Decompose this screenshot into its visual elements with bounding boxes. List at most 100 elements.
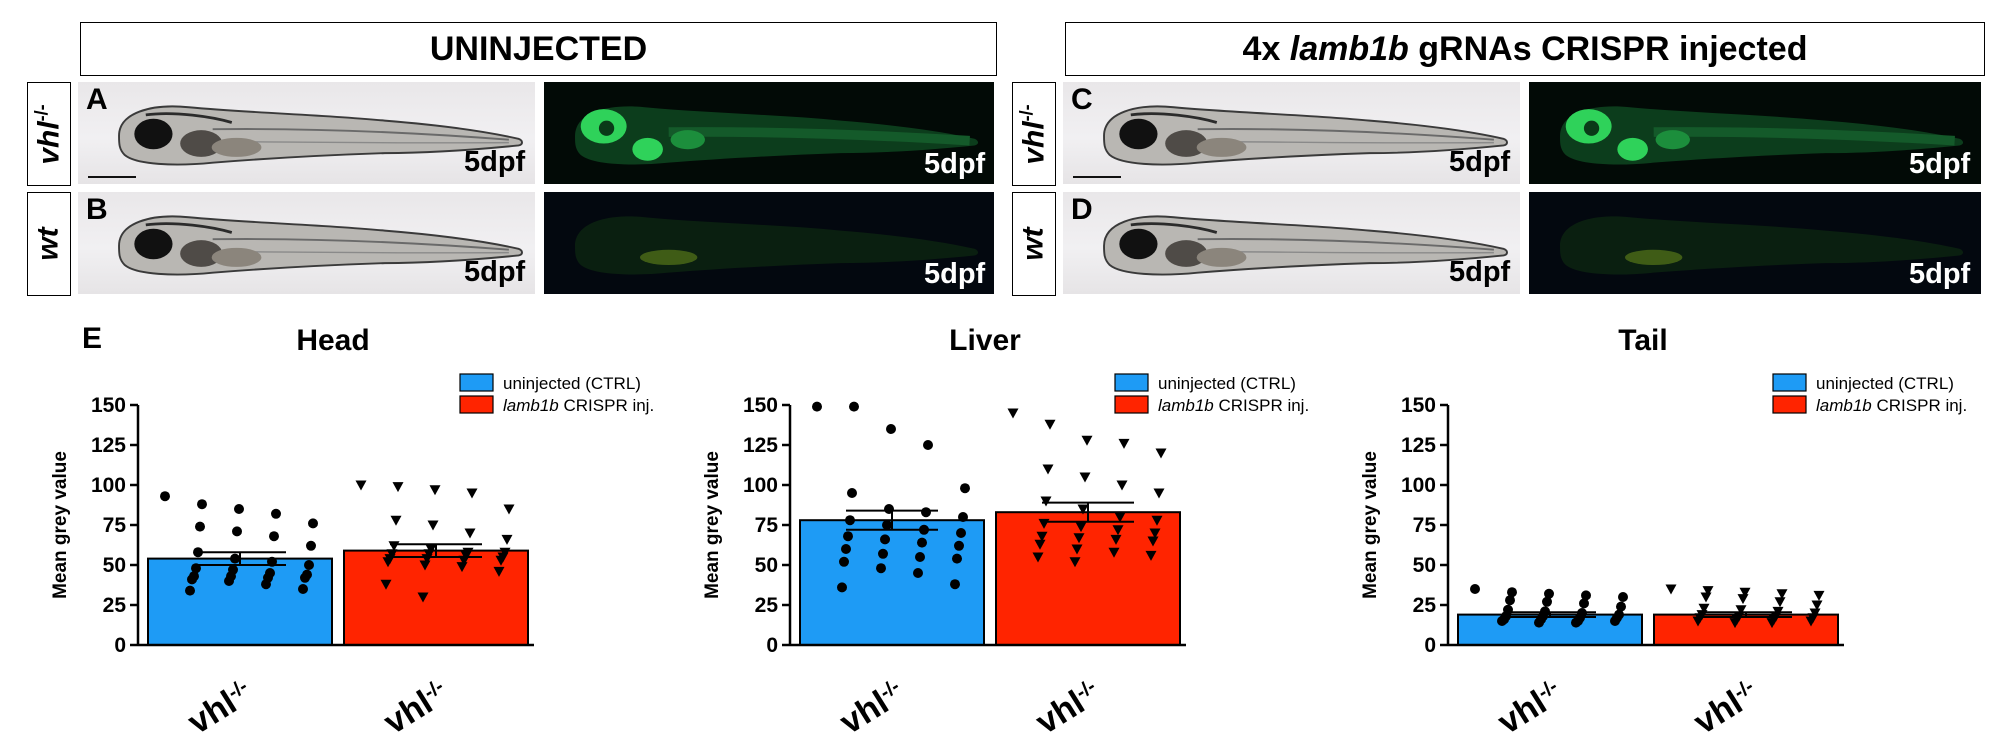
data-point	[1118, 438, 1130, 449]
data-point	[1110, 534, 1122, 545]
panel-a-fluorescence-image	[544, 82, 994, 184]
data-point	[234, 504, 244, 514]
x-category-label: vhl-/-	[833, 674, 911, 742]
data-point	[841, 544, 851, 554]
data-point	[1698, 603, 1710, 614]
stage-label: 5dpf	[1449, 146, 1511, 178]
data-point	[1075, 522, 1087, 533]
data-point	[191, 563, 201, 574]
data-point	[427, 520, 439, 531]
panel-d-fluorescence-image	[1529, 192, 1981, 294]
y-tick-label: 75	[103, 514, 127, 537]
data-point	[1042, 464, 1054, 475]
y-tick-label: 25	[755, 594, 779, 617]
data-point	[915, 552, 925, 562]
data-point	[884, 504, 894, 514]
data-point	[1618, 592, 1628, 602]
header-crispr-gene: lamb1b	[1289, 29, 1409, 68]
y-tick-label: 75	[755, 514, 779, 537]
x-category-label: vhl-/-	[181, 674, 259, 742]
charts-panel-e: Head 0 25 50 75 100 125 150 Mean grey value vhl-/…	[50, 325, 1967, 742]
data-point	[878, 548, 888, 559]
y-tick-label: 100	[1401, 474, 1436, 497]
row-label-vhl-left: vhl-/-	[27, 82, 71, 186]
data-point	[1544, 588, 1554, 599]
bar	[995, 511, 1181, 646]
data-point	[1155, 448, 1167, 459]
data-point	[390, 515, 402, 526]
y-tick-label: 25	[1413, 594, 1437, 617]
panel-c-fluorescence-image	[1529, 82, 1981, 184]
panel-letter-b: B	[86, 193, 108, 226]
data-point	[160, 491, 170, 502]
data-point	[1153, 488, 1165, 499]
data-point	[185, 585, 195, 596]
data-point	[839, 556, 849, 567]
data-point	[843, 531, 853, 542]
data-point	[1081, 435, 1093, 446]
row-superscript: -/-	[31, 103, 52, 121]
row-label-wt-right: wt	[1012, 192, 1056, 296]
data-point	[382, 557, 394, 568]
data-point	[267, 556, 277, 567]
data-point	[419, 560, 431, 571]
data-point	[308, 518, 318, 529]
data-point	[1610, 616, 1620, 626]
scale-bar	[1073, 176, 1121, 178]
y-tick-label: 150	[91, 394, 126, 417]
row-label-vhl-right: vhl-/-	[1012, 82, 1056, 186]
y-tick-label: 0	[114, 634, 126, 657]
data-point	[421, 554, 433, 565]
data-point	[882, 520, 892, 530]
legend-label: uninjected (CTRL)	[1158, 374, 1296, 393]
y-axis-label: Mean grey value	[1360, 451, 1381, 599]
data-point	[1149, 528, 1161, 539]
data-point	[1007, 408, 1019, 419]
data-point	[923, 440, 933, 450]
x-category-label: vhl-/-	[1687, 674, 1765, 742]
y-tick-label: 50	[1413, 554, 1436, 577]
data-point	[919, 524, 929, 535]
data-point	[1034, 539, 1046, 550]
data-point	[380, 579, 392, 590]
data-point	[429, 485, 441, 496]
y-tick-label: 125	[91, 434, 126, 457]
data-point	[1700, 592, 1712, 603]
data-point	[1032, 552, 1044, 563]
panel-letter-c: C	[1071, 83, 1093, 116]
stage-label: 5dpf	[1909, 258, 1971, 290]
data-point	[1766, 618, 1778, 629]
header-crispr-prefix: 4x	[1242, 29, 1290, 68]
y-tick-label: 150	[1401, 394, 1436, 417]
data-point	[271, 508, 281, 519]
row-superscript: -/-	[1016, 103, 1037, 121]
panel-d-brightfield-image	[1063, 192, 1520, 294]
panel-letter-d: D	[1071, 193, 1093, 226]
data-point	[1071, 544, 1083, 555]
data-point	[187, 574, 197, 585]
y-axis-label: Mean grey value	[50, 451, 71, 599]
data-point	[306, 540, 316, 551]
data-point	[1077, 504, 1089, 515]
stage-label: 5dpf	[924, 148, 986, 180]
y-tick-label: 50	[103, 554, 126, 577]
row-genotype: vhl	[1017, 120, 1051, 165]
data-point	[503, 504, 515, 515]
data-point	[495, 555, 507, 566]
data-point	[1739, 587, 1751, 598]
legend-swatch	[1772, 395, 1807, 414]
y-tick-label: 100	[91, 474, 126, 497]
panel-a-brightfield-image	[78, 82, 535, 184]
data-point	[464, 528, 476, 539]
data-point	[1507, 587, 1517, 598]
data-point	[1774, 597, 1786, 608]
data-point	[1114, 512, 1126, 523]
scale-bar	[88, 176, 136, 178]
data-point	[1813, 590, 1825, 601]
data-point	[917, 537, 927, 548]
data-point	[466, 488, 478, 499]
panel-b-brightfield-image	[78, 192, 535, 294]
data-point	[960, 483, 970, 494]
data-point	[1079, 472, 1091, 483]
y-tick-label: 25	[103, 594, 127, 617]
